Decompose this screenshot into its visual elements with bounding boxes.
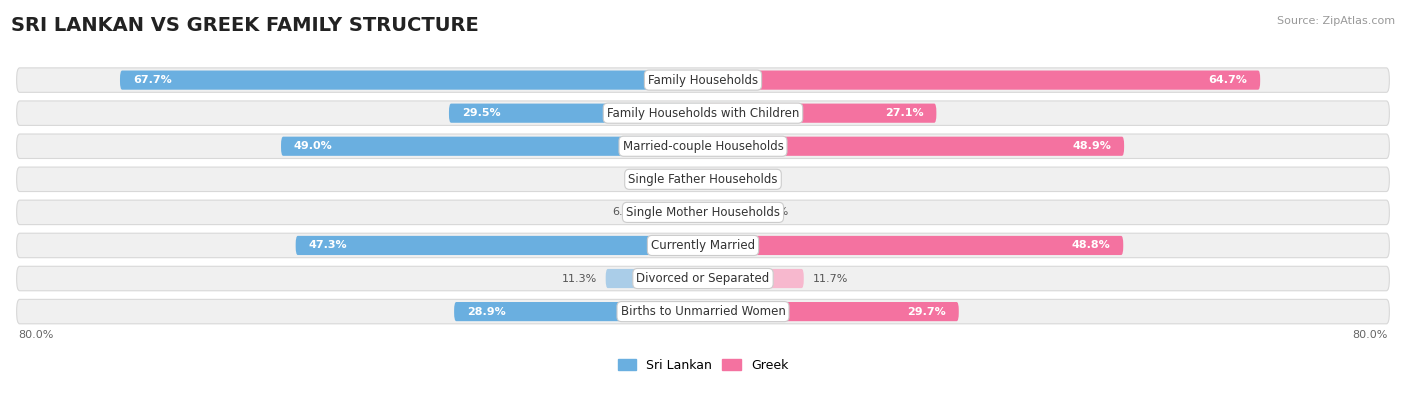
Text: 28.9%: 28.9%	[467, 307, 506, 316]
FancyBboxPatch shape	[17, 266, 1389, 291]
Text: 2.4%: 2.4%	[645, 174, 673, 184]
Text: 49.0%: 49.0%	[294, 141, 333, 151]
FancyBboxPatch shape	[17, 299, 1389, 324]
FancyBboxPatch shape	[703, 137, 1125, 156]
Text: 67.7%: 67.7%	[134, 75, 172, 85]
FancyBboxPatch shape	[703, 236, 1123, 255]
FancyBboxPatch shape	[703, 203, 751, 222]
Text: 80.0%: 80.0%	[1353, 330, 1388, 340]
FancyBboxPatch shape	[703, 269, 804, 288]
Text: 64.7%: 64.7%	[1208, 75, 1247, 85]
FancyBboxPatch shape	[17, 167, 1389, 192]
Text: 5.6%: 5.6%	[759, 207, 789, 217]
FancyBboxPatch shape	[295, 236, 703, 255]
FancyBboxPatch shape	[703, 302, 959, 321]
Text: 11.7%: 11.7%	[813, 273, 848, 284]
Text: 80.0%: 80.0%	[18, 330, 53, 340]
FancyBboxPatch shape	[682, 170, 703, 189]
FancyBboxPatch shape	[281, 137, 703, 156]
Text: Divorced or Separated: Divorced or Separated	[637, 272, 769, 285]
FancyBboxPatch shape	[606, 269, 703, 288]
FancyBboxPatch shape	[454, 302, 703, 321]
Text: Married-couple Households: Married-couple Households	[623, 140, 783, 153]
FancyBboxPatch shape	[703, 103, 936, 123]
Text: 11.3%: 11.3%	[562, 273, 598, 284]
Text: Currently Married: Currently Married	[651, 239, 755, 252]
Text: Source: ZipAtlas.com: Source: ZipAtlas.com	[1277, 16, 1395, 26]
Text: Single Father Households: Single Father Households	[628, 173, 778, 186]
Text: Single Mother Households: Single Mother Households	[626, 206, 780, 219]
Text: 27.1%: 27.1%	[884, 108, 924, 118]
FancyBboxPatch shape	[703, 71, 1260, 90]
Text: 48.8%: 48.8%	[1071, 241, 1111, 250]
FancyBboxPatch shape	[17, 134, 1389, 158]
FancyBboxPatch shape	[120, 71, 703, 90]
FancyBboxPatch shape	[17, 68, 1389, 92]
Text: SRI LANKAN VS GREEK FAMILY STRUCTURE: SRI LANKAN VS GREEK FAMILY STRUCTURE	[11, 16, 479, 35]
Text: 48.9%: 48.9%	[1073, 141, 1111, 151]
FancyBboxPatch shape	[17, 233, 1389, 258]
FancyBboxPatch shape	[17, 101, 1389, 125]
Text: 2.1%: 2.1%	[730, 174, 758, 184]
FancyBboxPatch shape	[17, 200, 1389, 225]
Text: Family Households with Children: Family Households with Children	[607, 107, 799, 120]
Text: 29.5%: 29.5%	[461, 108, 501, 118]
Text: 47.3%: 47.3%	[308, 241, 347, 250]
FancyBboxPatch shape	[703, 170, 721, 189]
Text: 6.2%: 6.2%	[613, 207, 641, 217]
Text: Family Households: Family Households	[648, 73, 758, 87]
Legend: Sri Lankan, Greek: Sri Lankan, Greek	[613, 354, 793, 377]
Text: Births to Unmarried Women: Births to Unmarried Women	[620, 305, 786, 318]
FancyBboxPatch shape	[650, 203, 703, 222]
Text: 29.7%: 29.7%	[907, 307, 946, 316]
FancyBboxPatch shape	[449, 103, 703, 123]
